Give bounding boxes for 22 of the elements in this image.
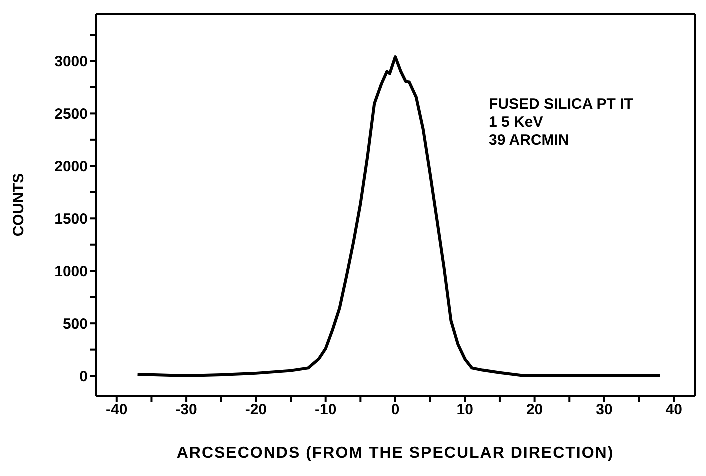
y-tick-label: 2500 [54, 106, 88, 124]
y-tick-label: 0 [80, 368, 88, 386]
x-tick-label: 30 [596, 402, 613, 419]
y-tick-label: 2000 [54, 158, 88, 176]
annotation: FUSED SILICA PT IT [489, 96, 634, 113]
y-tick-label: 1500 [54, 210, 88, 228]
y-tick-label: 1000 [54, 263, 88, 280]
line-series [136, 56, 662, 378]
x-tick-label: 10 [456, 402, 474, 419]
x-tick-label: -40 [106, 402, 128, 419]
x-tick-label: -10 [315, 402, 337, 419]
x-tick-label: -30 [176, 402, 198, 419]
annotation: 1 5 KeV [489, 114, 544, 131]
x-tick-label: -20 [245, 402, 268, 419]
x-tick-label: 40 [666, 402, 682, 419]
x-tick-label: 0 [391, 402, 400, 419]
annotation: 39 ARCMIN [489, 132, 570, 149]
x-tick-label: 20 [526, 402, 544, 419]
y-tick-label: 500 [62, 316, 88, 333]
y-axis-title: COUNTS [10, 173, 28, 237]
y-tick-label: 3000 [54, 54, 88, 71]
x-axis-title: ARCSECONDS (FROM THE SPECULAR DIRECTION) [176, 445, 614, 462]
